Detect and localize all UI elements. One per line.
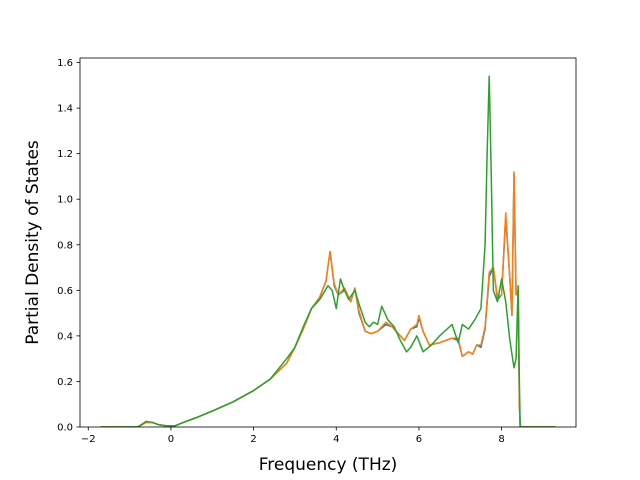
series-line-3 bbox=[100, 75, 556, 427]
y-tick-label: 1.0 bbox=[57, 195, 73, 206]
y-tick-label: 0.2 bbox=[57, 377, 73, 388]
x-tick-label: −2 bbox=[81, 434, 96, 445]
series-layer bbox=[100, 75, 556, 427]
y-tick-label: 0.8 bbox=[57, 240, 73, 251]
plot-area bbox=[79, 57, 577, 428]
x-axis-ticks: −2 0 2 4 6 8 bbox=[81, 427, 505, 445]
y-tick-label: 0.0 bbox=[57, 423, 73, 434]
x-tick-label: 4 bbox=[333, 434, 339, 445]
x-tick-label: 6 bbox=[416, 434, 422, 445]
y-axis-title: Partial Density of States bbox=[23, 140, 43, 345]
y-tick-label: 0.4 bbox=[57, 331, 73, 342]
x-tick-label: 2 bbox=[250, 434, 256, 445]
axes-background bbox=[80, 58, 576, 427]
axes-frame bbox=[79, 57, 577, 428]
y-axis-ticks: 0.0 0.2 0.4 0.6 0.8 1.0 1.2 1.4 1.6 bbox=[57, 58, 80, 434]
y-tick-label: 0.6 bbox=[57, 286, 73, 297]
x-tick-label: 0 bbox=[168, 434, 174, 445]
y-tick-label: 1.6 bbox=[57, 58, 73, 69]
y-tick-label: 1.2 bbox=[57, 149, 73, 160]
x-tick-label: 8 bbox=[498, 434, 504, 445]
x-axis-title: Frequency (THz) bbox=[259, 455, 398, 475]
y-tick-label: 1.4 bbox=[57, 104, 73, 115]
